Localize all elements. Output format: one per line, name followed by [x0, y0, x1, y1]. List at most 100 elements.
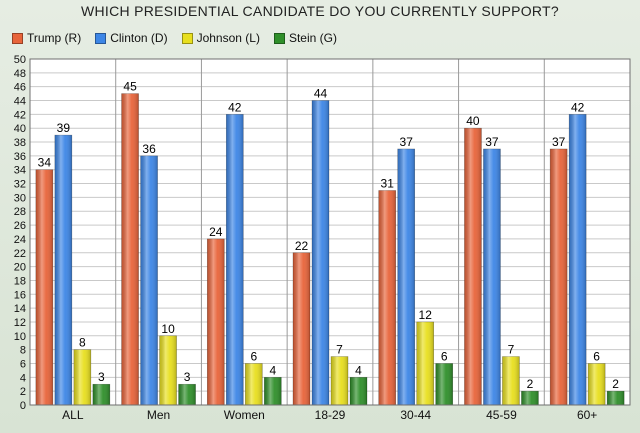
bar-shading — [397, 148, 415, 405]
y-tick-label: 2 — [20, 386, 26, 398]
data-label: 37 — [552, 135, 566, 149]
legend-label: Trump (R) — [27, 31, 82, 45]
legend-item: Johnson (L) — [181, 31, 260, 45]
data-label: 6 — [441, 349, 448, 363]
x-category-label: 45-59 — [486, 408, 517, 422]
y-tick-label: 28 — [14, 206, 26, 218]
x-category-label: Women — [224, 408, 265, 422]
bar-shading — [435, 363, 453, 405]
legend-swatch — [12, 32, 23, 44]
data-label: 3 — [98, 370, 105, 384]
y-tick-label: 10 — [14, 331, 26, 343]
bar-shading — [140, 155, 158, 405]
legend-swatch — [273, 32, 285, 44]
bar-shading — [178, 384, 196, 405]
legend-item: Stein (G) — [273, 31, 337, 45]
data-label: 39 — [57, 121, 71, 135]
plot-area — [29, 58, 631, 406]
y-tick-label: 40 — [14, 123, 26, 135]
x-category-label: 18-29 — [315, 408, 346, 422]
bar-shading — [502, 356, 520, 405]
data-label: 37 — [400, 135, 414, 149]
bar-shading — [92, 384, 110, 405]
data-label: 6 — [593, 349, 600, 363]
data-label: 6 — [250, 349, 257, 363]
data-label: 42 — [571, 100, 585, 114]
y-tick-label: 22 — [14, 248, 26, 260]
bar-shading — [569, 114, 587, 406]
legend-label: Johnson (L) — [196, 31, 260, 45]
y-tick-label: 42 — [14, 109, 26, 121]
x-category-label: 60+ — [577, 408, 597, 422]
bar-shading — [264, 377, 282, 405]
x-category-label: ALL — [62, 408, 84, 422]
bar-shading — [73, 349, 91, 405]
data-label: 36 — [142, 142, 156, 156]
bar-shading — [464, 128, 482, 405]
bar-shading — [54, 135, 72, 405]
y-tick-label: 12 — [14, 317, 26, 329]
x-category-label: 30-44 — [400, 408, 431, 422]
legend: Trump (R) Clinton (D) Johnson (L) Stein (G) — [12, 30, 351, 46]
y-tick-label: 20 — [14, 262, 26, 274]
y-tick-label: 4 — [20, 372, 26, 384]
y-tick-label: 36 — [14, 151, 26, 163]
bar-shading — [159, 335, 177, 405]
data-label: 2 — [527, 377, 534, 391]
bar-shading — [350, 377, 367, 405]
y-tick-label: 38 — [14, 137, 26, 149]
bar-shading — [521, 391, 539, 405]
bar-shading — [378, 190, 396, 405]
legend-swatch — [95, 32, 107, 44]
data-label: 8 — [79, 336, 86, 350]
bar-shading — [35, 169, 53, 405]
data-label: 37 — [485, 135, 499, 149]
y-tick-label: 44 — [14, 96, 26, 108]
bar-shading — [331, 356, 348, 405]
data-label: 3 — [184, 370, 191, 384]
y-tick-label: 0 — [20, 400, 26, 412]
bar-shading — [245, 363, 263, 405]
y-tick-label: 16 — [14, 289, 26, 301]
data-label: 44 — [314, 87, 328, 101]
y-tick-label: 6 — [20, 358, 26, 370]
data-label: 12 — [419, 308, 433, 322]
y-tick-label: 50 — [14, 54, 26, 66]
data-label: 40 — [466, 114, 480, 128]
bar-shading — [293, 252, 310, 405]
bar-shading — [312, 100, 329, 406]
data-label: 34 — [38, 156, 52, 170]
y-tick-label: 32 — [14, 179, 26, 191]
legend-item: Clinton (D) — [95, 31, 168, 45]
y-tick-label: 14 — [14, 303, 26, 315]
y-tick-label: 26 — [14, 220, 26, 232]
data-label: 7 — [336, 343, 343, 357]
data-label: 22 — [295, 239, 309, 253]
data-label: 42 — [228, 100, 242, 114]
legend-item: Trump (R) — [12, 31, 81, 45]
data-label: 31 — [381, 176, 395, 190]
data-label: 4 — [355, 363, 362, 377]
bar-shading — [416, 321, 434, 405]
legend-label: Stein (G) — [288, 31, 337, 45]
y-tick-label: 46 — [14, 82, 26, 94]
bar-shading — [483, 148, 501, 405]
legend-swatch — [181, 32, 193, 44]
bar-shading — [207, 238, 225, 405]
bar-shading — [607, 391, 625, 405]
y-tick-label: 24 — [14, 234, 26, 246]
y-tick-label: 48 — [14, 68, 26, 80]
y-tick-label: 34 — [14, 165, 26, 177]
y-tick-label: 8 — [20, 345, 26, 357]
bar-shading — [121, 93, 139, 405]
y-tick-label: 30 — [14, 192, 26, 204]
plot-border — [29, 58, 631, 406]
legend-label: Clinton (D) — [110, 31, 168, 45]
data-label: 2 — [612, 377, 619, 391]
y-tick-label: 18 — [14, 275, 26, 287]
chart-title: WHICH PRESIDENTIAL CANDIDATE DO YOU CURR… — [80, 3, 559, 19]
bar-shading — [226, 114, 244, 406]
data-label: 45 — [123, 80, 137, 94]
